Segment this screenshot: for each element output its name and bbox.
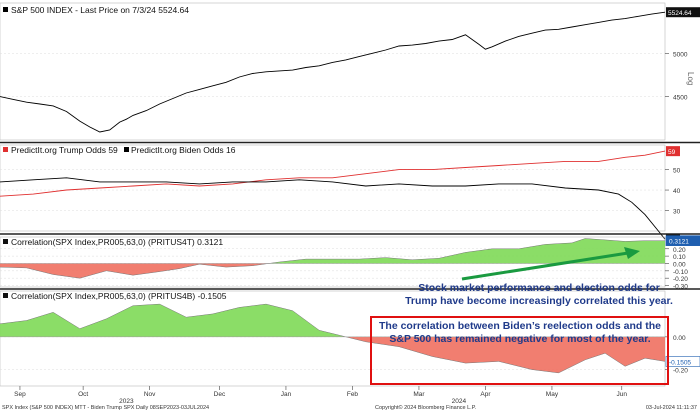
trend-arrow-line bbox=[461, 251, 629, 281]
panel4-title: Correlation(SPX Index,PR005,63,0) (PRITU… bbox=[11, 291, 227, 301]
legend-swatch-trump bbox=[3, 147, 8, 152]
x-tick-label: Mar bbox=[413, 391, 425, 398]
annotation-trump-line1: Stock market performance and election od… bbox=[418, 282, 660, 294]
x-tick-label: Apr bbox=[480, 391, 491, 398]
legend-swatch-spx bbox=[3, 7, 8, 12]
highlight-box bbox=[370, 316, 669, 385]
last-value-tag bbox=[666, 7, 700, 18]
footer-center: Copyright© 2024 Bloomberg Finance L.P. bbox=[375, 404, 477, 411]
annotation-trump-line2: Trump have become increasingly correlate… bbox=[405, 295, 673, 307]
legend-swatch-biden bbox=[124, 147, 129, 152]
last-value-tag bbox=[665, 235, 700, 246]
area-negative bbox=[0, 263, 665, 279]
y-tick-label: -0.30 bbox=[673, 284, 688, 291]
x-tick-label: Jun bbox=[617, 391, 628, 398]
area-outline bbox=[0, 303, 666, 374]
y-tick-label: 0.00 bbox=[673, 335, 686, 342]
panel2-legend-trump: PredictIt.org Trump Odds 59 bbox=[11, 145, 118, 155]
y-tick-label: 4500 bbox=[673, 95, 688, 102]
annotation-biden: The correlation between Biden’s reelecti… bbox=[378, 320, 662, 346]
x-tick-label: Feb bbox=[347, 391, 359, 398]
x-year-label: 2024 bbox=[452, 398, 467, 405]
x-tick-label: Oct bbox=[78, 391, 88, 398]
last-value-tag bbox=[665, 356, 700, 367]
last-value-text: 59 bbox=[668, 149, 676, 156]
x-tick-label: Sep bbox=[14, 391, 26, 398]
x-tick-label: Nov bbox=[144, 391, 156, 398]
annotation-trump: Stock market performance and election od… bbox=[398, 282, 680, 308]
footer-right: 03-Jul-2024 11:11:37 bbox=[646, 405, 697, 411]
panel2-legend-biden: PredictIt.org Biden Odds 16 bbox=[131, 145, 236, 155]
y-tick-label: 0.20 bbox=[673, 247, 686, 254]
area-outline bbox=[0, 238, 665, 279]
y-tick-label: -0.10 bbox=[673, 269, 688, 276]
legend-swatch-corr-biden bbox=[3, 293, 8, 298]
y-tick-label: 40 bbox=[673, 188, 681, 195]
last-value-tag bbox=[666, 146, 680, 157]
footer-left: SPX Index (S&P 500 INDEX) MTT - Biden Tr… bbox=[2, 405, 209, 411]
area-negative bbox=[345, 336, 665, 373]
panel3-title: Correlation(SPX Index,PR005,63,0) (PRITU… bbox=[11, 237, 223, 247]
trend-arrow-head bbox=[624, 247, 640, 259]
annotation-biden-line2: S&P 500 has remained negative for most o… bbox=[389, 333, 651, 345]
y-tick-label: -0.20 bbox=[673, 276, 688, 283]
y-tick-label: 30 bbox=[673, 209, 681, 216]
series-line-2-2 bbox=[0, 177, 666, 240]
panel1-title: S&P 500 INDEX - Last Price on 7/3/24 552… bbox=[11, 5, 189, 15]
y-tick-label: 0.00 bbox=[673, 261, 686, 268]
panel-frame-2 bbox=[0, 144, 666, 232]
log-scale-label: Log bbox=[686, 72, 695, 85]
y-tick-label: -0.20 bbox=[673, 368, 688, 375]
series-line-1-1 bbox=[0, 11, 666, 133]
last-value-text: 0.3121 bbox=[669, 239, 689, 246]
y-tick-label: 50 bbox=[673, 168, 681, 175]
series-line-2-1 bbox=[0, 150, 666, 197]
area-positive bbox=[0, 304, 665, 337]
x-year-label: 2023 bbox=[119, 398, 134, 405]
y-tick-label: 5000 bbox=[673, 51, 688, 58]
last-value-text: -0.1505 bbox=[669, 359, 691, 366]
x-tick-label: Jan bbox=[281, 391, 292, 398]
x-tick-label: Dec bbox=[214, 391, 226, 398]
x-tick-label: May bbox=[546, 391, 559, 398]
area-positive bbox=[268, 238, 665, 264]
y-tick-label: 0.10 bbox=[673, 254, 686, 261]
annotation-biden-line1: The correlation between Biden’s reelecti… bbox=[379, 320, 661, 332]
legend-swatch-corr-trump bbox=[3, 239, 8, 244]
last-value-text: 5524.64 bbox=[668, 10, 692, 17]
panel-frame-1 bbox=[0, 2, 666, 141]
